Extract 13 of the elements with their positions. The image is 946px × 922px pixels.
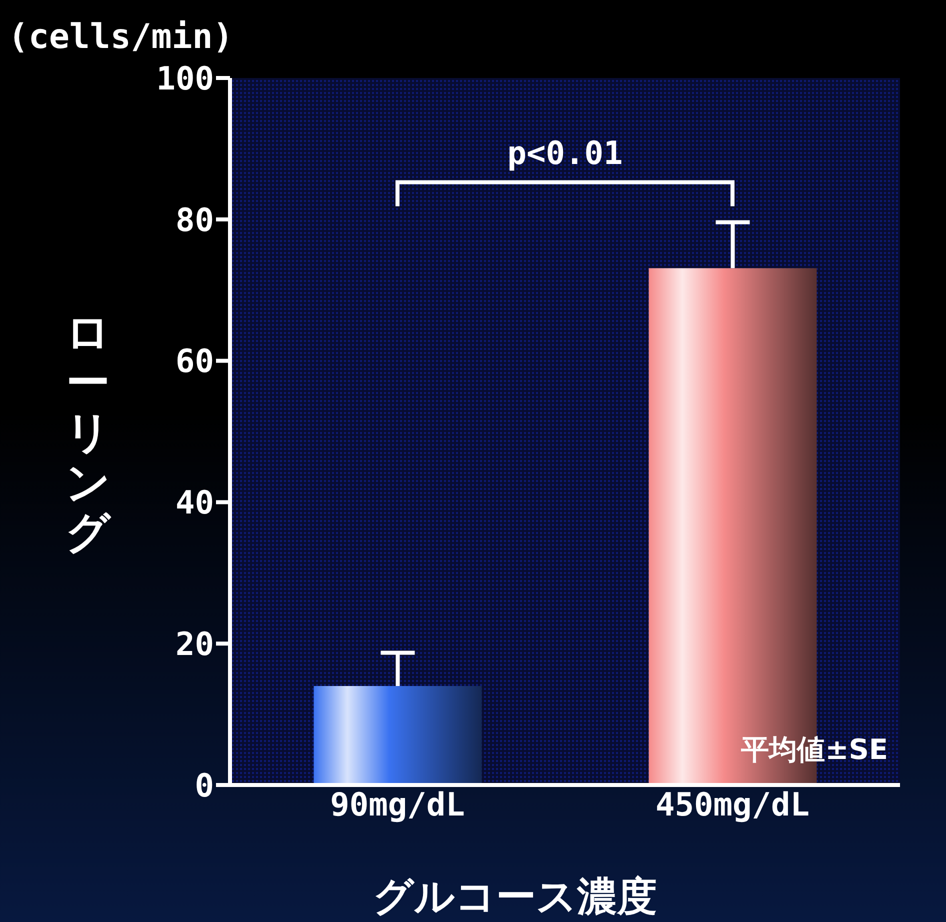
text: (cells/min): [8, 17, 234, 57]
x-tick-label: 90mg/dL: [330, 786, 465, 824]
y-tick-label: 80: [175, 200, 214, 239]
y-tick-label: 40: [175, 484, 214, 522]
y-tick-label: 20: [175, 624, 214, 663]
x-tick-label: 450mg/dL: [655, 786, 810, 824]
y-tick-label: 0: [194, 766, 214, 804]
annotation: 平均値±SE: [740, 733, 888, 766]
y-tick-label: 60: [175, 342, 214, 380]
y-tick-label: 100: [156, 59, 214, 98]
y-axis-title: ローリング: [66, 308, 112, 558]
x-axis-title: グルコース濃度: [373, 874, 657, 920]
annotation: p<0.01: [507, 134, 623, 172]
